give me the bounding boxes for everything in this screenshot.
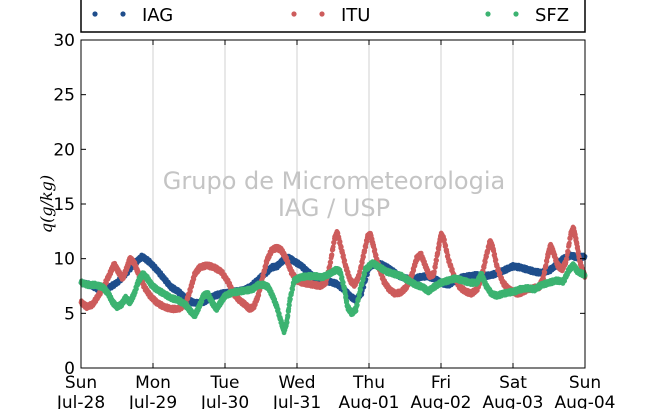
watermark-line-2: IAG / USP [278,194,390,222]
data-point [442,237,447,243]
y-axis: 0 5 10 15 20 25 30 [53,31,585,379]
legend-box [80,0,586,33]
data-point [357,293,362,298]
y-tick-label: 25 [53,86,75,106]
data-point [493,257,499,263]
watermark: Grupo de Micrometeorologia IAG / USP [163,167,505,222]
data-point [361,254,366,260]
data-point [353,308,359,314]
data-point [256,292,262,298]
x-tick-day-label: Sun [569,373,601,393]
data-point [566,240,572,246]
data-point [372,247,378,253]
x-tick-day-label: Fri [431,373,451,393]
data-point [343,293,349,299]
data-point [576,249,581,255]
data-point [565,248,571,254]
x-tick-date-label: Jul-29 [128,393,177,409]
data-point [482,259,488,265]
data-point [338,244,344,250]
x-tick-date-label: Jul-30 [200,393,249,409]
x-tick-day-label: Mon [135,373,171,393]
legend-label-itu: ITU [341,5,370,26]
data-point [573,235,579,241]
legend-marker [319,11,325,17]
data-point [543,262,549,268]
data-point [286,302,292,308]
data-point [436,242,442,248]
data-point [290,287,295,292]
data-point [285,313,291,319]
data-point [357,269,363,275]
x-tick-day-label: Sat [499,373,527,393]
data-point [329,252,335,258]
x-tick-day-label: Thu [352,373,385,393]
series-itu [78,224,588,314]
legend-label-iag: IAG [142,5,173,26]
data-point [328,260,334,265]
data-point [342,258,348,263]
data-point [445,252,451,258]
data-point [447,258,452,264]
data-point [544,259,550,264]
x-tick-date-label: Jul-31 [272,393,321,409]
data-point [432,269,437,275]
x-tick-day-label: Sun [65,373,97,393]
y-tick-label: 30 [53,31,75,51]
data-point [276,311,282,317]
data-point [356,275,362,281]
data-point [434,257,439,263]
data-point [358,287,364,293]
data-point [411,268,417,273]
legend-label-sfz: SFZ [535,5,569,26]
data-point [337,239,343,245]
y-tick-label: 10 [53,250,75,270]
data-point [564,256,570,262]
data-point [542,269,548,275]
data-point [260,274,266,279]
data-point [553,256,559,262]
legend-marker [120,11,126,17]
y-axis-label: q(g/kg) [37,175,56,233]
legend: IAG ITU SFZ [80,0,586,33]
legend-marker [291,11,297,17]
x-tick-day-label: Tue [209,373,239,393]
data-point [443,243,449,249]
data-point [362,271,368,277]
data-point [340,280,346,285]
x-tick-date-label: Jul-28 [56,393,105,409]
data-point [354,302,360,308]
data-point [373,252,379,258]
data-point [330,244,336,250]
data-point [288,296,293,302]
series-sfz [78,259,588,336]
y-tick-label: 5 [64,304,75,324]
x-tick-date-label: Aug-03 [483,393,544,409]
data-point [284,320,290,325]
x-axis: SunJul-28MonJul-29TueJul-30WedJul-31ThuA… [56,40,616,409]
x-tick-day-label: Wed [278,373,315,393]
legend-marker [485,11,491,17]
x-tick-date-label: Aug-02 [411,393,472,409]
data-point [484,254,489,259]
data-point [432,264,438,270]
vertical-grid [152,40,514,368]
legend-marker [92,11,98,17]
y-tick-label: 15 [53,195,75,215]
data-point [364,239,370,244]
watermark-line-1: Grupo de Micrometeorologia [163,167,505,195]
data-point [359,260,365,266]
data-point [497,270,503,276]
y-tick-label: 0 [64,359,75,379]
y-tick-label: 20 [53,140,75,160]
x-tick-date-label: Aug-01 [339,393,400,409]
x-tick-date-label: Aug-04 [555,393,616,409]
legend-marker [513,11,519,17]
data-points [78,224,588,336]
